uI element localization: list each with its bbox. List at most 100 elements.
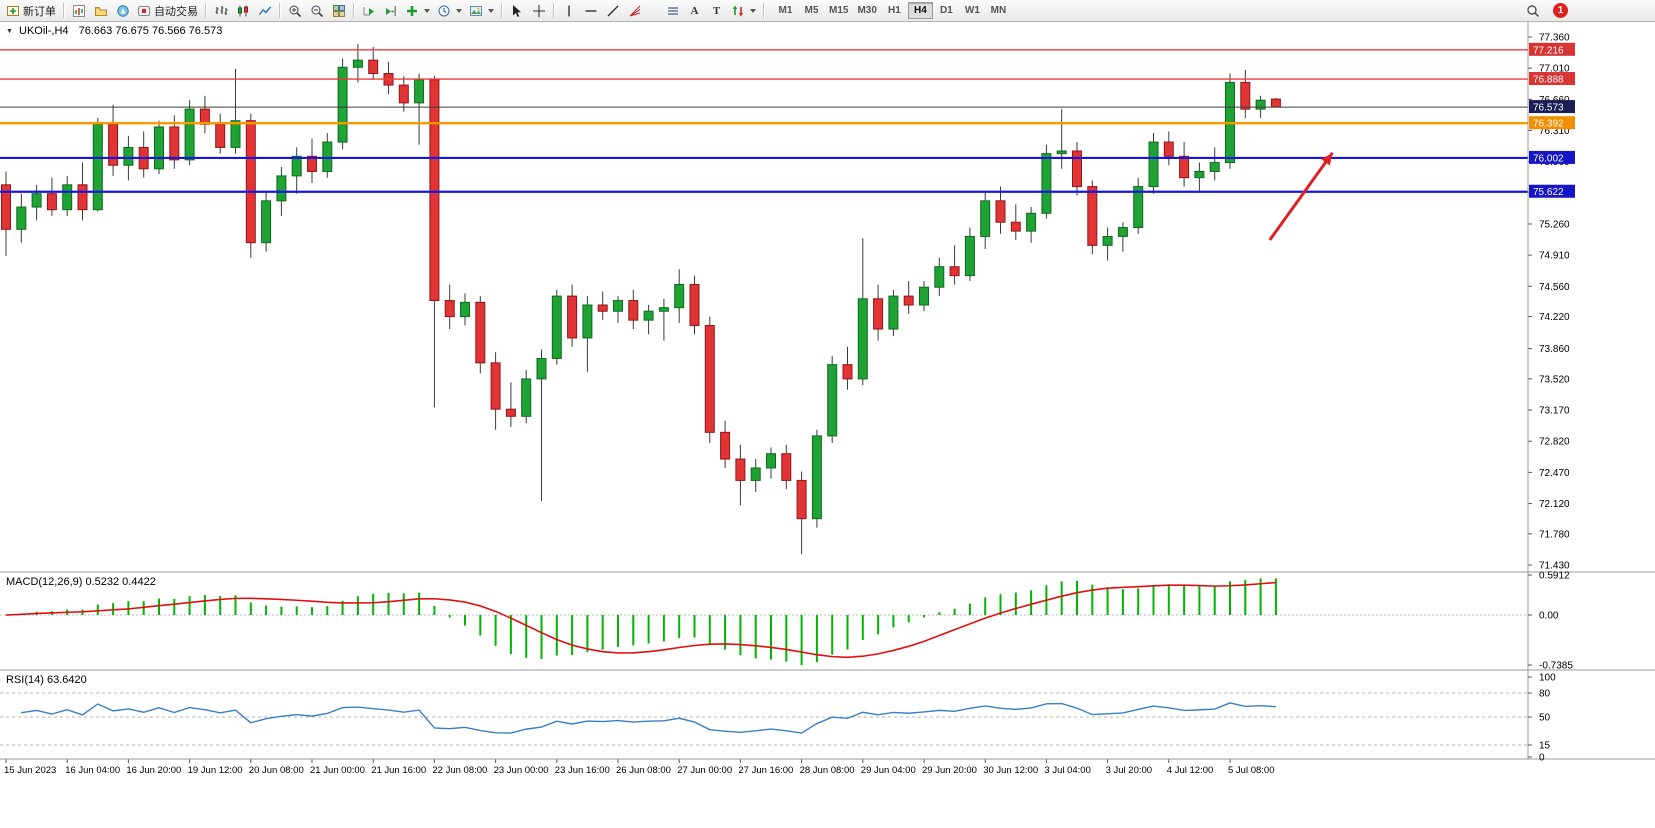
timeframe-button-h4[interactable]: H4 [907,2,933,19]
arrow-shaft [1268,151,1334,241]
price-tick-label: 77.360 [1539,33,1570,44]
navigator-icon [116,4,129,17]
candle-body [567,295,578,339]
candle-body [720,431,731,460]
cursor-button[interactable] [506,1,527,20]
price-tick-label: 74.560 [1539,282,1570,293]
horizontal-line-button[interactable] [580,1,601,20]
candle-body [444,300,455,318]
timeframe-button-h1[interactable]: H1 [882,2,907,19]
auto-trading-label: 自动交易 [154,5,198,18]
candle-body [781,453,792,481]
candle-body [1255,99,1266,110]
trendline-button[interactable] [602,1,623,20]
candle-body [536,357,547,380]
auto-trading-button[interactable]: 自动交易 [134,1,201,20]
parallel-lines-icon [668,6,678,15]
candle-body [1087,186,1098,246]
indicators-button[interactable] [402,1,433,20]
navigator-button[interactable] [112,1,133,20]
time-axis-label: 4 Jul 12:00 [1167,765,1213,776]
candle-body [1163,141,1174,157]
price-tick-label: 72.820 [1539,437,1570,448]
bar-chart-button[interactable] [210,1,231,20]
trendline-icon [607,5,618,16]
rsi-tick-label: 0 [1539,753,1545,764]
auto-scroll-button[interactable] [358,1,379,20]
candle-body [1102,235,1113,246]
chevron-down-icon [750,8,756,13]
fibonacci-button[interactable] [624,1,645,20]
zoom-in-button[interactable] [284,1,305,20]
zoom-out-button[interactable] [306,1,327,20]
profiles-button[interactable] [90,1,111,20]
candle-body [184,108,195,161]
time-axis-label: 19 Jun 12:00 [188,765,243,776]
new-chart-button[interactable] [68,1,89,20]
timeframe-button-d1[interactable]: D1 [934,2,959,19]
candlestick-chart-button[interactable] [232,1,253,20]
candle-body [31,193,42,208]
time-axis-label: 27 Jun 16:00 [738,765,793,776]
tile-windows-button[interactable] [328,1,349,20]
timeframe-button-m15[interactable]: M15 [825,2,852,19]
line-chart-button[interactable] [254,1,275,20]
candle-body [613,300,623,312]
candle-body [857,298,868,380]
price-tick-label: 72.470 [1539,468,1570,479]
timeframe-button-m30[interactable]: M30 [853,2,880,19]
zoom-in-icon [289,5,301,17]
chart-window[interactable]: 77.36077.01076.66076.31075.96075.61075.2… [0,22,1655,828]
time-axis-label: 23 Jun 00:00 [494,765,549,776]
trend-arrow[interactable] [1268,151,1334,241]
timeframe-button-m5[interactable]: M5 [799,2,824,19]
candle-body [521,378,532,417]
timeframe-button-mn[interactable]: MN [986,2,1011,19]
text-button[interactable]: A [684,1,705,20]
timeframe-button-w1[interactable]: W1 [960,2,985,19]
shapes-button[interactable] [728,1,759,20]
new-order-icon [7,5,19,16]
time-axis-label: 5 Jul 08:00 [1228,765,1274,776]
timeframe-button-m1[interactable]: M1 [773,2,798,19]
candle-body [1148,141,1159,188]
fibonacci-fan-icon [629,5,640,17]
candle-body [368,59,379,75]
candle-body [766,453,776,469]
new-order-button[interactable]: 新订单 [3,1,59,20]
price-badge [1529,150,1575,164]
time-axis-label: 3 Jul 20:00 [1106,765,1152,776]
price-badge [1529,42,1575,56]
candle-body [1179,155,1190,179]
candle-body [934,266,945,288]
price-tick-label: 71.780 [1539,529,1570,540]
indicators-plus-icon [407,5,417,16]
vertical-line-button[interactable] [558,1,579,20]
candle-body [490,362,501,410]
templates-button[interactable] [466,1,497,20]
macd-tick-label: -0.7385 [1539,661,1573,672]
candle-body [980,200,991,237]
candle-body [46,193,57,211]
time-axis-label: 26 Jun 08:00 [616,765,671,776]
periods-button[interactable] [434,1,465,20]
candle-body [827,364,838,437]
price-tick-label: 75.260 [1539,219,1570,230]
candle-body [62,184,73,211]
chart-shift-button[interactable] [380,1,401,20]
channel-button[interactable] [646,1,683,20]
price-badge [1529,72,1575,86]
arrow-head [1321,152,1333,166]
candle-body [750,467,761,481]
price-tick-label: 72.120 [1539,499,1570,510]
search-button[interactable] [1522,1,1543,20]
candle-body [429,79,440,302]
candle-body [505,408,516,417]
time-axis-label: 21 Jun 16:00 [371,765,426,776]
candles-series[interactable] [1,44,1281,555]
crosshair-button[interactable] [528,1,549,20]
chart-canvas[interactable]: 77.36077.01076.66076.31075.96075.61075.2… [0,22,1655,828]
price-badge [1529,116,1575,130]
notification-badge[interactable]: 1 [1553,3,1568,18]
label-button[interactable]: T [706,1,727,20]
